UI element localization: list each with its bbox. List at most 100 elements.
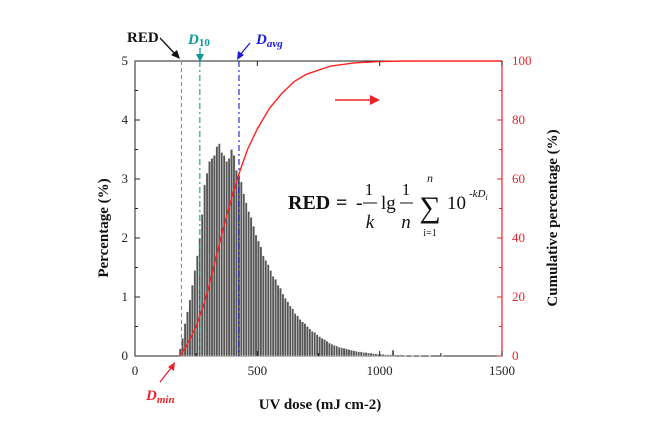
red-annotation-arrow [159,37,177,56]
dmin-annotation-arrowhead [168,362,175,371]
histogram-bar [210,158,214,357]
histogram-bar [403,355,407,357]
histogram-bar [296,315,299,357]
histogram-bar [303,323,307,357]
histogram-bar [355,351,358,357]
formula-equals: = [336,192,347,214]
formula-sigma: ∑ [419,191,440,224]
formula-exponent: -kDi [469,188,488,202]
histogram-bar [286,301,290,357]
histogram-bar [235,169,238,357]
formula-base: 10 [447,193,466,214]
y-tick-label: 1 [122,289,129,304]
histogram-bar [418,355,422,357]
histogram-bar [340,347,343,357]
histogram-bar [183,323,187,357]
histogram-bar [225,161,228,357]
y-tick-label: 5 [122,53,129,68]
histogram-bar [367,352,370,357]
histogram-bar [262,255,265,357]
histogram-bar [357,351,361,357]
histogram-bar [308,328,312,357]
d10-base: D [187,32,199,48]
histogram-bar [193,270,197,357]
red-formula: RED = - 1 k lg 1 n n ∑ i=1 10 -kDi [288,171,488,239]
cumulative-curve [178,60,502,357]
x-tick-label: 500 [248,363,268,378]
histogram-bar [428,355,432,357]
histogram-bar [257,240,260,357]
histogram-bar [313,332,317,357]
histogram-bar [291,308,295,357]
histogram-bar [244,202,248,357]
y2-tick-label: 40 [512,230,525,245]
histogram-bar [266,264,270,357]
histogram-bar [389,354,392,357]
histogram-bar [281,293,285,357]
davg-annotation-arrow [239,42,251,56]
davg-annotation-arrowhead [237,51,244,60]
dmin-annotation-arrow [159,367,172,383]
histogram-bar [240,181,243,357]
red-annotation: RED [127,30,159,46]
x-axis-title: UV dose (mJ cm-2) [259,397,382,413]
histogram-bar [242,193,246,357]
histogram-bar [198,237,202,357]
histogram-bar [203,184,206,357]
y2-axis-title: Cumulative percentage (%) [545,129,561,306]
histogram-bar [332,345,336,357]
histogram-bar [230,149,233,357]
histogram-bar [359,351,363,357]
histogram-bar [269,270,273,357]
histogram-bar [188,299,192,357]
histogram-bar [208,161,211,357]
y2-tick-label: 80 [512,112,525,127]
histogram-bar [386,354,390,357]
y-tick-label: 2 [122,230,129,245]
histogram-bar [369,352,373,357]
formula-sum-bottom: i=1 [423,228,436,239]
histogram-bar [364,352,368,357]
histogram-bar [213,155,216,357]
histogram-bar [205,172,209,357]
histogram-bar [345,348,348,357]
histogram-bar [391,349,395,357]
formula-one-b: 1 [402,180,411,199]
davg-sub: avg [267,38,283,50]
formula-sum-top: n [427,171,433,185]
red-annotation-arrowhead [171,50,180,59]
histogram-bar [350,349,353,357]
davg-base: D [255,32,267,48]
y-tick-label: 4 [122,112,129,127]
histogram-bar [372,353,375,357]
histogram-bar [384,354,388,357]
y-tick-label: 3 [122,171,129,186]
y2-tick-label: 20 [512,289,525,304]
histogram-bar [399,354,402,357]
formula-exponent-sub: i [486,193,488,202]
histogram-bar [347,349,351,357]
histogram-bar [362,352,365,357]
histogram-bar [274,279,277,357]
y-tick-label: 0 [122,348,129,363]
histogram-bar [315,334,319,357]
y2-tick-label: 60 [512,171,525,186]
histogram-bar [186,311,189,357]
formula-minus: - [356,192,363,214]
formula-n: n [401,212,411,233]
formula-k: k [366,212,375,233]
histogram-bar [394,354,397,357]
d10-annotation: D10 [187,32,210,49]
dmin-sub: min [157,394,175,406]
x-tick-label: 1000 [367,363,393,378]
cumulative-direction-arrowhead [370,95,380,105]
histogram-bar [200,214,204,357]
histogram-bar [310,331,314,357]
histogram-bar [247,211,250,357]
histogram-bar [298,319,302,357]
histogram-bar [342,348,346,357]
y2-tick-label: 100 [512,53,532,68]
histogram-bar [259,246,263,357]
